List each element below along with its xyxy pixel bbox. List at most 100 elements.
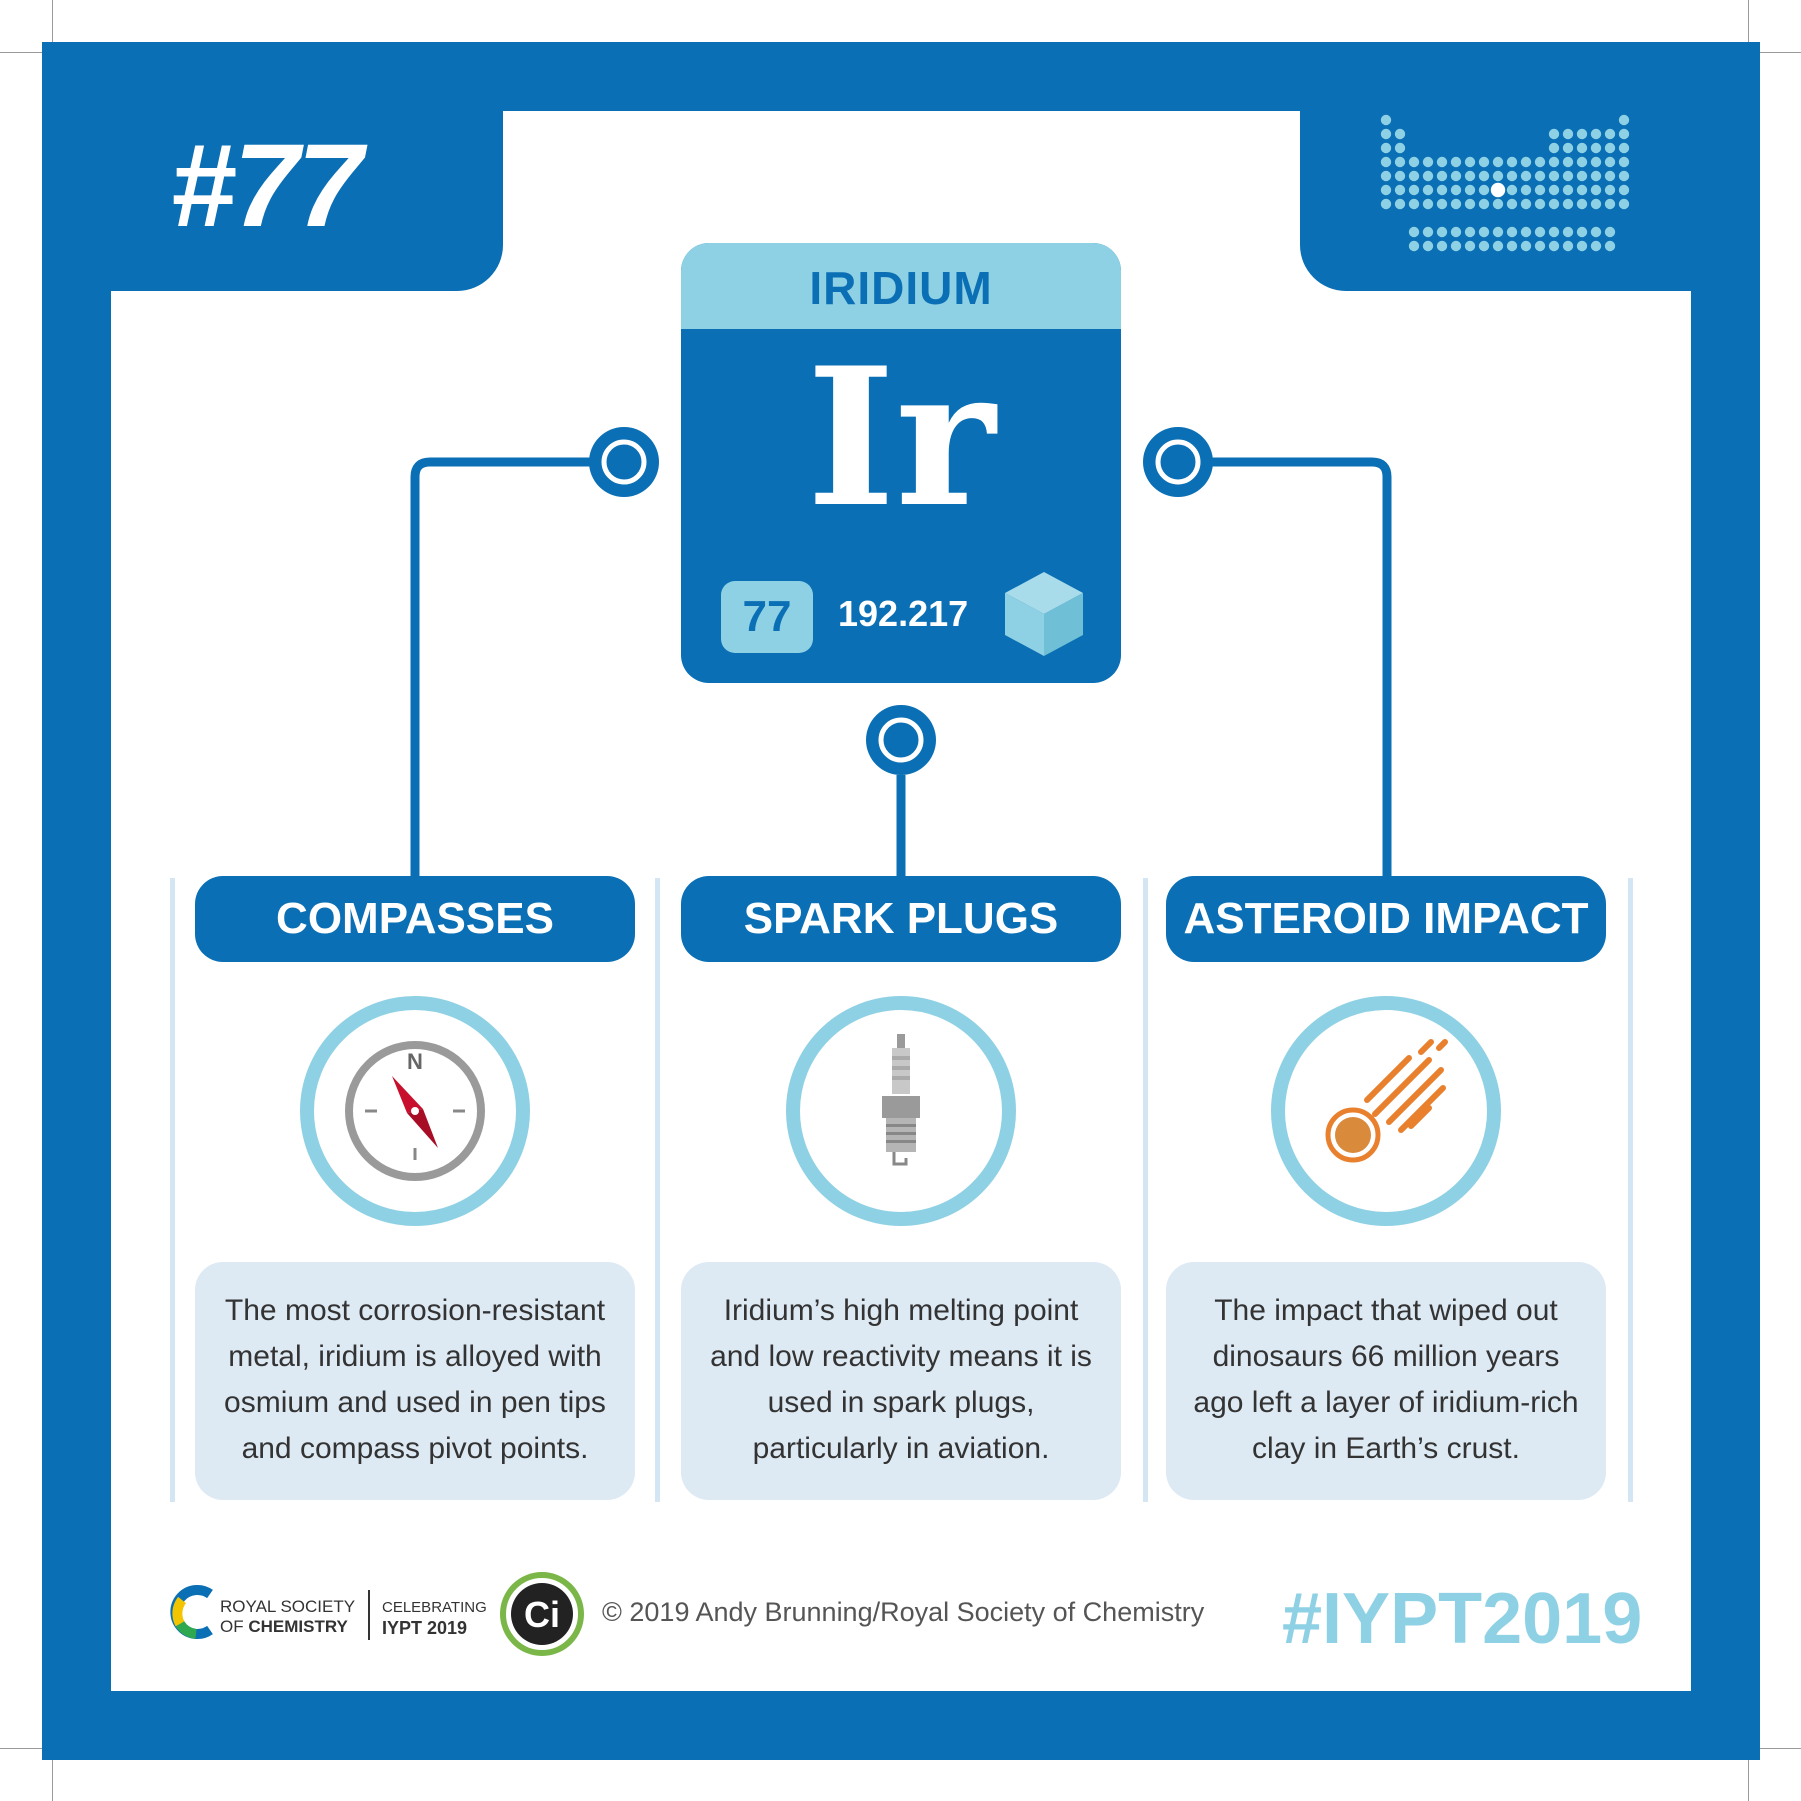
periodic-table-dot (1548, 198, 1560, 210)
periodic-table-dot (1520, 226, 1532, 238)
periodic-table-dot (1464, 240, 1476, 252)
celebrating-label: CELEBRATING (382, 1599, 487, 1616)
periodic-table-dot (1576, 142, 1588, 154)
rsc-logo-icon (170, 1585, 213, 1639)
rsc-name-line2: OF CHEMISTRY (220, 1617, 348, 1636)
periodic-table-dot (1618, 198, 1630, 210)
periodic-table-dot (1450, 170, 1462, 182)
periodic-table-dot (1548, 156, 1560, 168)
periodic-table-dot (1562, 240, 1574, 252)
periodic-table-dot (1604, 240, 1616, 252)
periodic-table-dot (1408, 184, 1420, 196)
periodic-table-dot (1618, 184, 1630, 196)
periodic-table-dot (1380, 170, 1392, 182)
periodic-table-dot (1408, 170, 1420, 182)
periodic-table-dot (1422, 184, 1434, 196)
crop-mark (1748, 0, 1749, 42)
periodic-table-dot (1492, 170, 1504, 182)
column-divider (1143, 878, 1148, 1502)
periodic-table-dot (1604, 198, 1616, 210)
periodic-table-dot (1422, 198, 1434, 210)
periodic-table-dot (1394, 198, 1406, 210)
column-divider (170, 878, 175, 1502)
column-divider (1628, 878, 1633, 1502)
periodic-table-dot (1604, 156, 1616, 168)
copyright-notice: © 2019 Andy Brunning/Royal Society of Ch… (602, 1597, 1205, 1627)
periodic-table-dot (1548, 184, 1560, 196)
periodic-table-dot (1576, 226, 1588, 238)
periodic-table-dot (1394, 128, 1406, 140)
periodic-table-dot (1520, 170, 1532, 182)
periodic-table-dot (1590, 198, 1602, 210)
periodic-table-dot (1380, 142, 1392, 154)
rsc-name-line1: ROYAL SOCIETY (220, 1597, 356, 1616)
periodic-table-dot (1436, 226, 1448, 238)
periodic-table-dot (1534, 184, 1546, 196)
periodic-table-dot (1506, 184, 1518, 196)
periodic-table-dot (1506, 240, 1518, 252)
periodic-table-dot (1450, 198, 1462, 210)
element-symbol: Ir (806, 326, 996, 549)
periodic-table-dot (1520, 184, 1532, 196)
periodic-table-dot (1478, 184, 1490, 196)
periodic-table-dot (1380, 128, 1392, 140)
periodic-table-dot (1576, 240, 1588, 252)
periodic-table-dot (1590, 184, 1602, 196)
periodic-table-dot (1450, 156, 1462, 168)
use-heading-spark-plugs: SPARK PLUGS (681, 876, 1121, 962)
periodic-table-dot (1450, 184, 1462, 196)
periodic-table-dot (1548, 240, 1560, 252)
periodic-table-dot (1492, 226, 1504, 238)
connector-node-left (589, 427, 659, 497)
periodic-table-dot (1534, 240, 1546, 252)
periodic-table-dot (1520, 240, 1532, 252)
atomic-mass: 192.217 (838, 593, 969, 634)
periodic-table-icon (1380, 114, 1630, 252)
periodic-table-dot (1450, 226, 1462, 238)
periodic-table-dot (1394, 184, 1406, 196)
crop-mark (1748, 1760, 1749, 1801)
periodic-table-dot (1422, 240, 1434, 252)
element-name-bar (681, 243, 1121, 329)
ci-logo-text: Ci (524, 1594, 560, 1635)
periodic-table-dot (1492, 240, 1504, 252)
periodic-table-dot (1436, 156, 1448, 168)
periodic-table-dot (1548, 226, 1560, 238)
periodic-table-dot (1618, 114, 1630, 126)
periodic-table-dot (1576, 170, 1588, 182)
periodic-table-dot (1506, 156, 1518, 168)
ci-logo-icon: Ci (500, 1572, 584, 1656)
periodic-table-dot (1576, 184, 1588, 196)
periodic-table-dot (1380, 184, 1392, 196)
connector-node-right (1143, 427, 1213, 497)
periodic-table-dot (1506, 170, 1518, 182)
periodic-table-dot (1604, 184, 1616, 196)
periodic-table-dot (1478, 156, 1490, 168)
use-heading-compasses: COMPASSES (195, 876, 635, 962)
periodic-table-dot (1590, 142, 1602, 154)
periodic-table-dot (1604, 142, 1616, 154)
use-description-asteroid-impact: The impact that wiped out dinosaurs 66 m… (1166, 1262, 1606, 1500)
spark-plug-icon (786, 996, 1016, 1226)
crop-mark (0, 1748, 42, 1749)
periodic-table-dot (1534, 226, 1546, 238)
periodic-table-dot (1380, 114, 1392, 126)
periodic-table-dot (1394, 142, 1406, 154)
periodic-table-dot (1464, 184, 1476, 196)
number-tab (111, 111, 503, 291)
periodic-table-dot (1590, 156, 1602, 168)
periodic-table-dot (1562, 156, 1574, 168)
solid-state-cube-icon (1005, 572, 1083, 656)
crop-mark (52, 1760, 53, 1801)
periodic-table-dot (1618, 170, 1630, 182)
iypt-label: IYPT 2019 (382, 1618, 468, 1638)
periodic-table-dot (1408, 240, 1420, 252)
periodic-table-dot (1464, 156, 1476, 168)
periodic-table-dot (1534, 170, 1546, 182)
hashtag: #IYPT2019 (1282, 1579, 1643, 1659)
use-description-compasses: The most corrosion-resistant metal, irid… (195, 1262, 635, 1500)
use-heading-asteroid-impact: ASTEROID IMPACT (1166, 876, 1606, 962)
periodic-table-dot (1492, 156, 1504, 168)
periodic-table-dot (1436, 198, 1448, 210)
